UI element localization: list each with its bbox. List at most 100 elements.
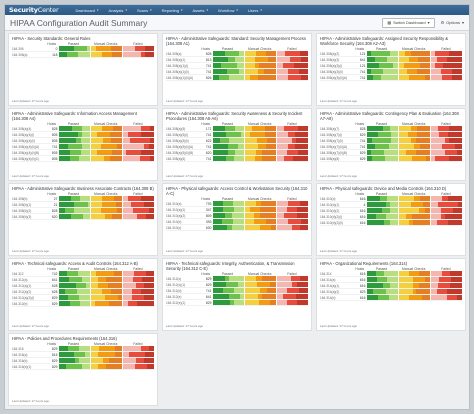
failed-bar[interactable] <box>431 202 462 207</box>
passed-bar[interactable] <box>59 156 91 161</box>
table-row[interactable]: 164.312(d) 741 <box>166 288 308 294</box>
table-row[interactable]: 164.308(a)(7)(i) 829 <box>320 132 462 138</box>
nav-scans[interactable]: Scans ▾ <box>136 7 152 13</box>
passed-bar[interactable] <box>213 282 245 287</box>
manual-checks-bar[interactable] <box>245 75 277 80</box>
passed-bar[interactable] <box>59 283 91 288</box>
failed-bar[interactable] <box>277 156 308 161</box>
table-row[interactable]: 164.312(e) 641 <box>166 294 308 300</box>
passed-bar[interactable] <box>213 69 245 74</box>
switch-dashboard-button[interactable]: ▦ Switch Dashboard ▾ <box>382 17 435 28</box>
manual-checks-bar[interactable] <box>399 156 431 161</box>
table-row[interactable]: 164.308(a)(5) 171 <box>166 126 308 132</box>
failed-bar[interactable] <box>277 276 308 281</box>
table-row[interactable]: 164.312(a) 641 <box>12 277 154 283</box>
failed-bar[interactable] <box>277 282 308 287</box>
options-menu[interactable]: ⚙ Options ▾ <box>440 20 464 25</box>
nav-reporting[interactable]: Reporting ▾ <box>161 7 183 13</box>
passed-bar[interactable] <box>59 271 91 276</box>
manual-checks-bar[interactable] <box>399 208 431 213</box>
passed-bar[interactable] <box>367 295 399 300</box>
manual-checks-bar[interactable] <box>399 202 431 207</box>
panel-title[interactable]: HIPAA - Technical safeguards: Access & A… <box>12 261 138 266</box>
panel-title[interactable]: HIPAA - Security Standards: General Rule… <box>12 36 91 41</box>
failed-bar[interactable] <box>277 201 308 206</box>
manual-checks-bar[interactable] <box>245 144 277 149</box>
passed-bar[interactable] <box>367 214 399 219</box>
manual-checks-bar[interactable] <box>245 51 277 56</box>
manual-checks-bar[interactable] <box>245 282 277 287</box>
panel-title[interactable]: HIPAA - Physical safeguards: Access Cont… <box>166 186 308 196</box>
failed-bar[interactable] <box>431 220 462 225</box>
passed-bar[interactable] <box>213 75 245 80</box>
table-row[interactable]: 164.312(b) 829 <box>12 301 154 307</box>
passed-bar[interactable] <box>213 57 245 62</box>
manual-checks-bar[interactable] <box>91 138 123 143</box>
passed-bar[interactable] <box>59 358 91 363</box>
failed-bar[interactable] <box>277 150 308 155</box>
passed-bar[interactable] <box>59 126 91 131</box>
manual-checks-bar[interactable] <box>399 271 431 276</box>
passed-bar[interactable] <box>213 288 245 293</box>
panel-title[interactable]: HIPAA - Administrative Safeguards: Assig… <box>320 36 449 46</box>
failed-bar[interactable] <box>123 301 154 306</box>
failed-bar[interactable] <box>123 277 154 282</box>
failed-bar[interactable] <box>277 294 308 299</box>
passed-bar[interactable] <box>367 51 399 56</box>
failed-bar[interactable] <box>277 75 308 80</box>
failed-bar[interactable] <box>277 69 308 74</box>
manual-checks-bar[interactable] <box>399 214 431 219</box>
failed-bar[interactable] <box>277 225 308 230</box>
table-row[interactable]: 164.310(d)(2)(i) 616 <box>320 214 462 220</box>
table-row[interactable]: 164.314(a)(2) 823 <box>320 289 462 295</box>
table-row[interactable]: 164.308(a)(7)(ii)(B) 829 <box>320 150 462 156</box>
manual-checks-bar[interactable] <box>91 271 123 276</box>
passed-bar[interactable] <box>213 276 245 281</box>
passed-bar[interactable] <box>367 138 399 143</box>
passed-bar[interactable] <box>213 150 245 155</box>
table-row[interactable]: 164.316(a) 815 <box>12 352 154 358</box>
panel-title[interactable]: HIPAA - Policies and Procedures Requirem… <box>12 336 117 341</box>
panel-title[interactable]: HIPAA - Administrative Safeguards: Secur… <box>166 111 303 121</box>
failed-bar[interactable] <box>123 144 154 149</box>
passed-bar[interactable] <box>367 196 399 201</box>
passed-bar[interactable] <box>213 219 245 224</box>
failed-bar[interactable] <box>431 289 462 294</box>
manual-checks-bar[interactable] <box>245 69 277 74</box>
table-row[interactable]: 164.308(a)(4) 828 <box>12 126 154 132</box>
table-row[interactable]: 164.308(a)(3)(ii)(A) 741 <box>320 75 462 81</box>
table-row[interactable]: 164.306 0 <box>12 46 154 52</box>
passed-bar[interactable] <box>59 346 91 351</box>
failed-bar[interactable] <box>123 126 154 131</box>
table-row[interactable]: 164.308(a)(7)(ii) 741 <box>320 138 462 144</box>
table-row[interactable]: 164.308(a)(3)(i) 121 <box>320 63 462 69</box>
passed-bar[interactable] <box>213 132 245 137</box>
table-row[interactable]: 164.308(a) 828 <box>166 51 308 57</box>
passed-bar[interactable] <box>59 196 91 201</box>
manual-checks-bar[interactable] <box>399 295 431 300</box>
nav-workflow[interactable]: Workflow ▾ <box>217 7 238 13</box>
manual-checks-bar[interactable] <box>399 126 431 131</box>
manual-checks-bar[interactable] <box>245 288 277 293</box>
manual-checks-bar[interactable] <box>245 207 277 212</box>
table-row[interactable]: 164.310(d) 616 <box>320 196 462 202</box>
passed-bar[interactable] <box>213 300 245 305</box>
manual-checks-bar[interactable] <box>399 132 431 137</box>
failed-bar[interactable] <box>277 126 308 131</box>
failed-bar[interactable] <box>277 138 308 143</box>
failed-bar[interactable] <box>431 271 462 276</box>
panel-title[interactable]: HIPAA - Administrative Safeguards: Stand… <box>166 36 306 46</box>
table-row[interactable]: 164.308(b)(2) 828 <box>12 208 154 214</box>
table-row[interactable]: 164.308(a)(4)(ii)(C) 805 <box>12 156 154 162</box>
manual-checks-bar[interactable] <box>245 225 277 230</box>
passed-bar[interactable] <box>59 295 91 300</box>
failed-bar[interactable] <box>431 196 462 201</box>
failed-bar[interactable] <box>123 196 154 201</box>
manual-checks-bar[interactable] <box>245 219 277 224</box>
passed-bar[interactable] <box>59 150 91 155</box>
manual-checks-bar[interactable] <box>91 214 123 219</box>
failed-bar[interactable] <box>123 364 154 369</box>
manual-checks-bar[interactable] <box>399 63 431 68</box>
passed-bar[interactable] <box>213 225 245 230</box>
failed-bar[interactable] <box>431 150 462 155</box>
